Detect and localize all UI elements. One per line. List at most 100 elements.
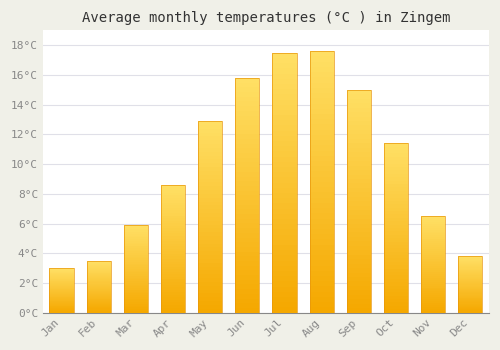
Bar (161, 218, 185, 220)
Bar (458, 302, 482, 303)
Bar (161, 310, 185, 313)
Bar (458, 301, 482, 302)
Bar (161, 292, 185, 295)
Bar (347, 250, 371, 255)
Bar (347, 241, 371, 246)
Bar (198, 309, 222, 313)
Bar (272, 53, 296, 313)
Bar (236, 97, 260, 102)
Bar (236, 83, 260, 88)
Bar (161, 297, 185, 300)
Bar (347, 134, 371, 139)
Bar (50, 280, 74, 281)
Bar (86, 261, 111, 313)
Bar (310, 250, 334, 255)
Bar (86, 271, 111, 272)
Bar (272, 224, 296, 230)
Bar (310, 255, 334, 260)
Bar (198, 297, 222, 301)
Bar (50, 288, 74, 289)
Bar (347, 90, 371, 313)
Bar (272, 151, 296, 157)
Bar (236, 78, 260, 313)
Bar (310, 218, 334, 224)
Bar (86, 302, 111, 303)
Bar (198, 140, 222, 144)
Bar (124, 295, 148, 297)
Bar (236, 223, 260, 228)
Bar (124, 232, 148, 234)
Bar (384, 224, 408, 228)
Bar (124, 244, 148, 246)
Bar (384, 268, 408, 272)
Bar (384, 228, 408, 231)
Bar (50, 303, 74, 304)
Bar (86, 286, 111, 287)
Bar (86, 309, 111, 310)
Bar (198, 293, 222, 297)
Bar (310, 119, 334, 125)
Bar (347, 197, 371, 201)
Bar (161, 248, 185, 251)
Bar (310, 51, 334, 56)
Bar (272, 177, 296, 183)
Bar (347, 246, 371, 250)
Bar (198, 194, 222, 198)
Bar (198, 262, 222, 267)
Bar (236, 270, 260, 275)
Bar (198, 171, 222, 175)
Bar (236, 237, 260, 242)
Bar (421, 264, 445, 266)
Bar (161, 305, 185, 308)
Bar (86, 292, 111, 293)
Bar (124, 304, 148, 306)
Bar (236, 280, 260, 285)
Bar (421, 251, 445, 253)
Bar (458, 288, 482, 289)
Bar (236, 303, 260, 308)
Bar (384, 143, 408, 313)
Bar (458, 266, 482, 267)
Bar (421, 230, 445, 232)
Bar (161, 241, 185, 244)
Bar (198, 266, 222, 271)
Bar (458, 293, 482, 295)
Bar (458, 310, 482, 312)
Bar (124, 246, 148, 248)
Bar (50, 308, 74, 309)
Bar (347, 281, 371, 286)
Bar (124, 307, 148, 309)
Bar (236, 172, 260, 176)
Bar (161, 300, 185, 302)
Bar (161, 272, 185, 274)
Bar (310, 302, 334, 307)
Bar (50, 300, 74, 301)
Bar (50, 288, 74, 289)
Bar (50, 282, 74, 283)
Bar (384, 245, 408, 248)
Bar (198, 152, 222, 155)
Bar (124, 241, 148, 243)
Bar (198, 270, 222, 274)
Bar (347, 174, 371, 179)
Bar (50, 301, 74, 302)
Bar (421, 284, 445, 286)
Bar (50, 311, 74, 312)
Bar (421, 307, 445, 309)
Bar (421, 310, 445, 313)
Bar (347, 223, 371, 228)
Bar (458, 281, 482, 282)
Bar (124, 251, 148, 253)
Bar (347, 192, 371, 197)
Bar (236, 190, 260, 195)
Bar (50, 268, 74, 313)
Bar (50, 307, 74, 308)
Bar (236, 266, 260, 271)
Bar (421, 309, 445, 311)
Bar (347, 161, 371, 166)
Bar (458, 291, 482, 292)
Bar (236, 299, 260, 303)
Bar (50, 269, 74, 270)
Bar (236, 125, 260, 130)
Bar (421, 243, 445, 245)
